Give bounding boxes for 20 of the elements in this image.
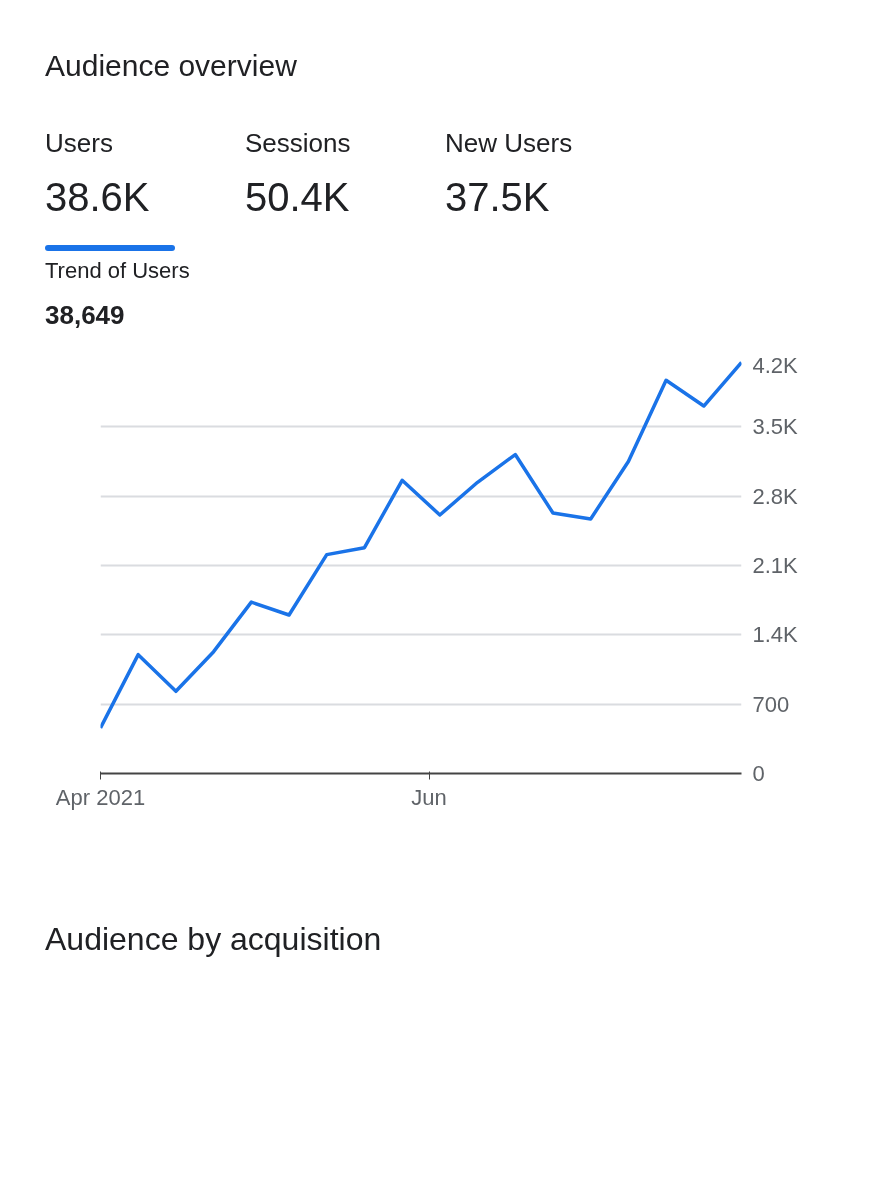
- text: Users: [45, 127, 113, 160]
- x-tick-label: Jun: [411, 784, 447, 810]
- text: Audience by acquisition: [45, 920, 382, 959]
- chart-subtitle: 38,649: [45, 299, 125, 332]
- y-tick-label: 0: [752, 761, 765, 786]
- y-tick-label: 3.5K: [752, 414, 799, 440]
- x-tick-label: Apr 2021: [55, 784, 146, 810]
- y-tick-label: 4.2K: [752, 352, 799, 378]
- y-tick-label: 2.8K: [752, 483, 799, 509]
- chart-title: Trend of Users: [45, 257, 190, 285]
- text: 38.6K: [45, 174, 150, 221]
- text: Sessions: [245, 127, 351, 160]
- text: Audience overview: [45, 48, 297, 84]
- text: 37.5K: [445, 174, 550, 221]
- line-series: [100, 360, 742, 730]
- y-tick-label: 2.1K: [752, 553, 799, 578]
- y-tick-label: 700: [752, 691, 790, 717]
- text: 50.4K: [245, 174, 350, 221]
- text: New Users: [445, 127, 573, 160]
- y-tick-label: 1.4K: [752, 622, 799, 648]
